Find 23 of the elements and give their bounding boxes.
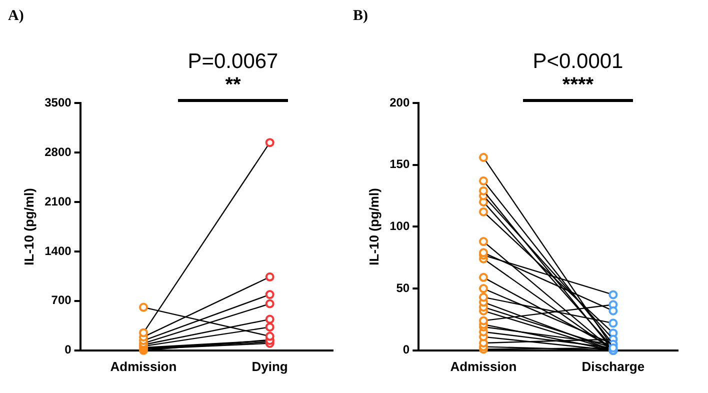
x-tick-label: Dying (252, 358, 288, 374)
x-tick-label: Discharge (582, 358, 645, 374)
chart-title: P=0.0067 (186, 50, 280, 74)
text: ** (224, 74, 242, 97)
y-tick-label: 100 (390, 219, 410, 234)
y-tick-label: 0 (64, 342, 72, 357)
y-tick-label: 3500 (44, 95, 72, 110)
y-tick-label: 1400 (44, 244, 72, 258)
y-tick-label: 200 (390, 95, 410, 110)
y-tick-label: 50 (396, 280, 410, 295)
x-tick-label: Admission (110, 358, 177, 374)
x-tick-label: Admission (450, 358, 517, 374)
text: A) (8, 8, 24, 25)
y-tick-label: 700 (51, 293, 72, 308)
y-tick-label: 150 (390, 157, 410, 172)
text: B) (353, 8, 368, 25)
y-tick-label: 2100 (44, 194, 72, 208)
y-tick-label: 2800 (44, 144, 72, 159)
text: **** (561, 74, 595, 97)
y-axis-title: IL-10 (pg/ml) (366, 188, 382, 266)
y-tick-label: 0 (402, 342, 410, 357)
y-axis-title: IL-10 (pg/ml) (21, 188, 36, 266)
chart-title: P<0.0001 (532, 50, 624, 74)
